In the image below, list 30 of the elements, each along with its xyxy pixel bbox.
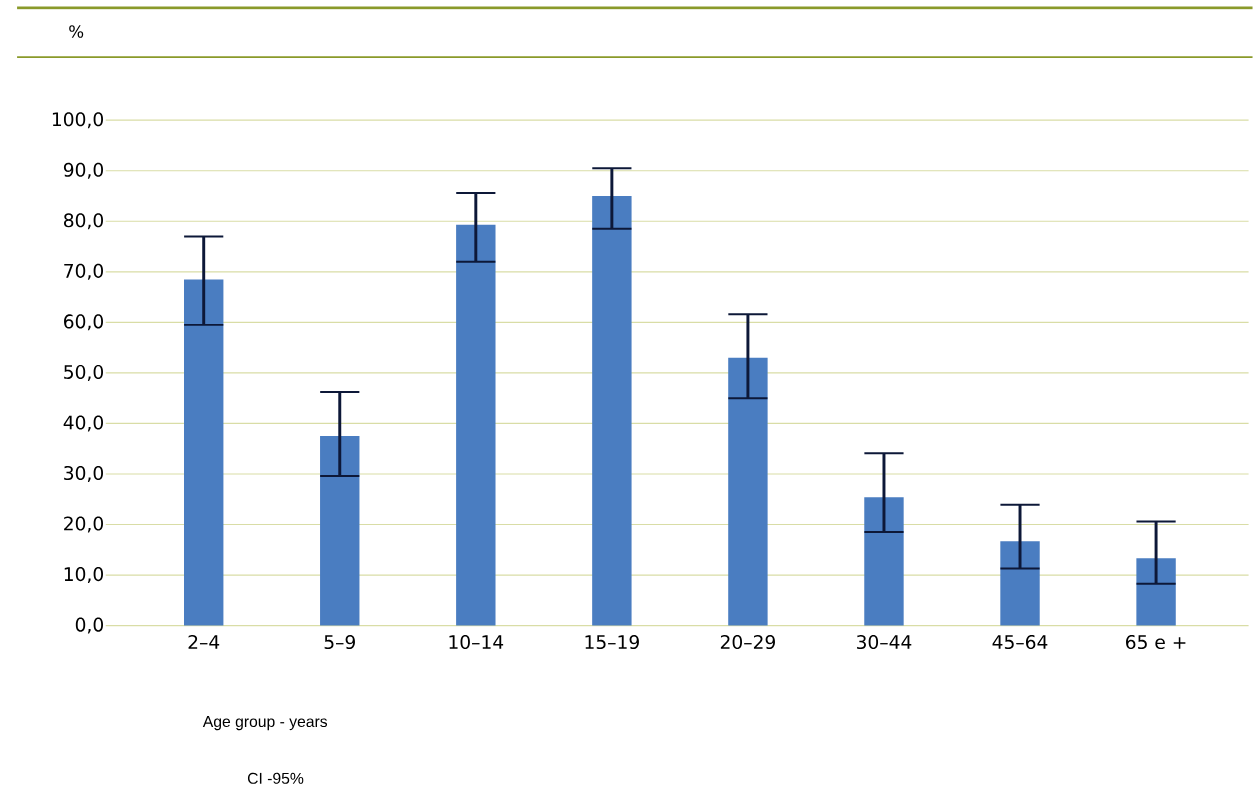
x-axis-title: Age group - years [202,716,328,731]
x-tick-label: 10–14 [449,635,504,650]
text: CI -95% [247,772,304,784]
bar [184,279,224,626]
y-tick-label: 60,0 [64,314,103,331]
x-tick-label: 65 e + [1126,635,1186,650]
bar [592,196,632,626]
x-tick-label: 15–19 [585,635,639,650]
y-tick-label: 30,0 [64,466,103,483]
x-tick-label: 5–9 [324,635,355,650]
x-tick-label: 30–44 [856,635,912,650]
x-tick-label: 2–4 [188,635,220,649]
y-tick-label: 80,0 [63,213,103,230]
x-tick-label: 45–64 [992,635,1048,650]
y-tick-label: 100,0 [52,112,103,129]
bar [1000,541,1040,626]
bar [320,436,360,626]
y-tick-label: 0,0 [75,617,104,634]
x-tick-label: 20–29 [720,635,775,650]
y-tick-label: 70,0 [64,263,103,280]
y-tick-label: 10,0 [64,567,103,584]
y-tick-label: 40,0 [63,415,103,432]
bar [864,497,904,626]
y-tick-label: 20,0 [64,516,103,533]
bar [1136,558,1176,626]
y-tick-label: 90,0 [63,162,103,179]
y-axis-title: % [69,25,84,38]
bar [728,357,768,626]
y-tick-label: 50,0 [64,364,103,381]
bar [456,224,496,626]
